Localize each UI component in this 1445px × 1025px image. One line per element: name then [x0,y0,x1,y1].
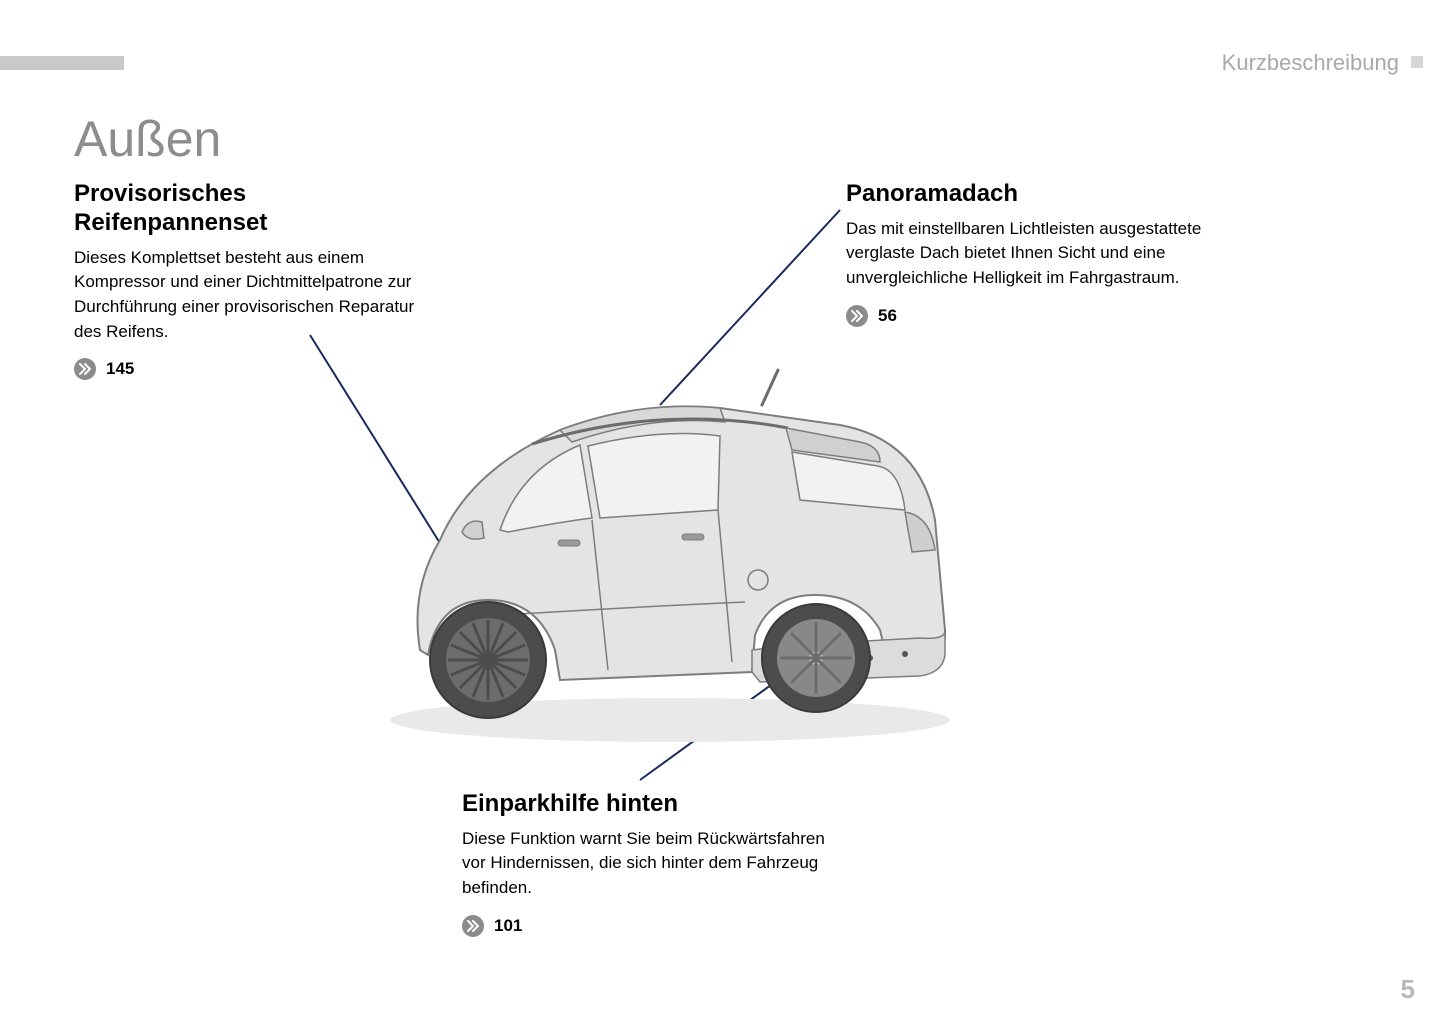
callout-body: Diese Funktion warnt Sie beim Rückwärtsf… [462,827,842,901]
section-marker-icon [1411,56,1423,68]
page-reference-link[interactable]: 56 [846,305,1206,327]
callout-parking-aid: Einparkhilfe hinten Diese Funktion warnt… [462,790,842,937]
page-ref-icon [462,915,484,937]
page-ref-icon [74,358,96,380]
page-ref-number: 145 [106,359,134,379]
page-ref-number: 56 [878,306,897,326]
page-title: Außen [74,110,221,168]
callout-title: Panoramadach [846,180,1206,209]
callout-title: Einparkhilfe hinten [462,790,842,819]
callout-panoramic-roof: Panoramadach Das mit einstellbaren Licht… [846,180,1206,327]
callout-body: Dieses Komplettset besteht aus einem Kom… [74,246,444,345]
page-ref-icon [846,305,868,327]
callout-body: Das mit einstellbaren Lichtleisten ausge… [846,217,1206,291]
page-number: 5 [1401,974,1415,1005]
page-ref-number: 101 [494,916,522,936]
car-illustration [360,350,980,750]
section-header: Kurzbeschreibung [1222,50,1399,76]
callout-title: Provisorisches Reifenpannenset [74,180,444,238]
page-reference-link[interactable]: 101 [462,915,842,937]
section-tab-indicator [0,56,124,70]
